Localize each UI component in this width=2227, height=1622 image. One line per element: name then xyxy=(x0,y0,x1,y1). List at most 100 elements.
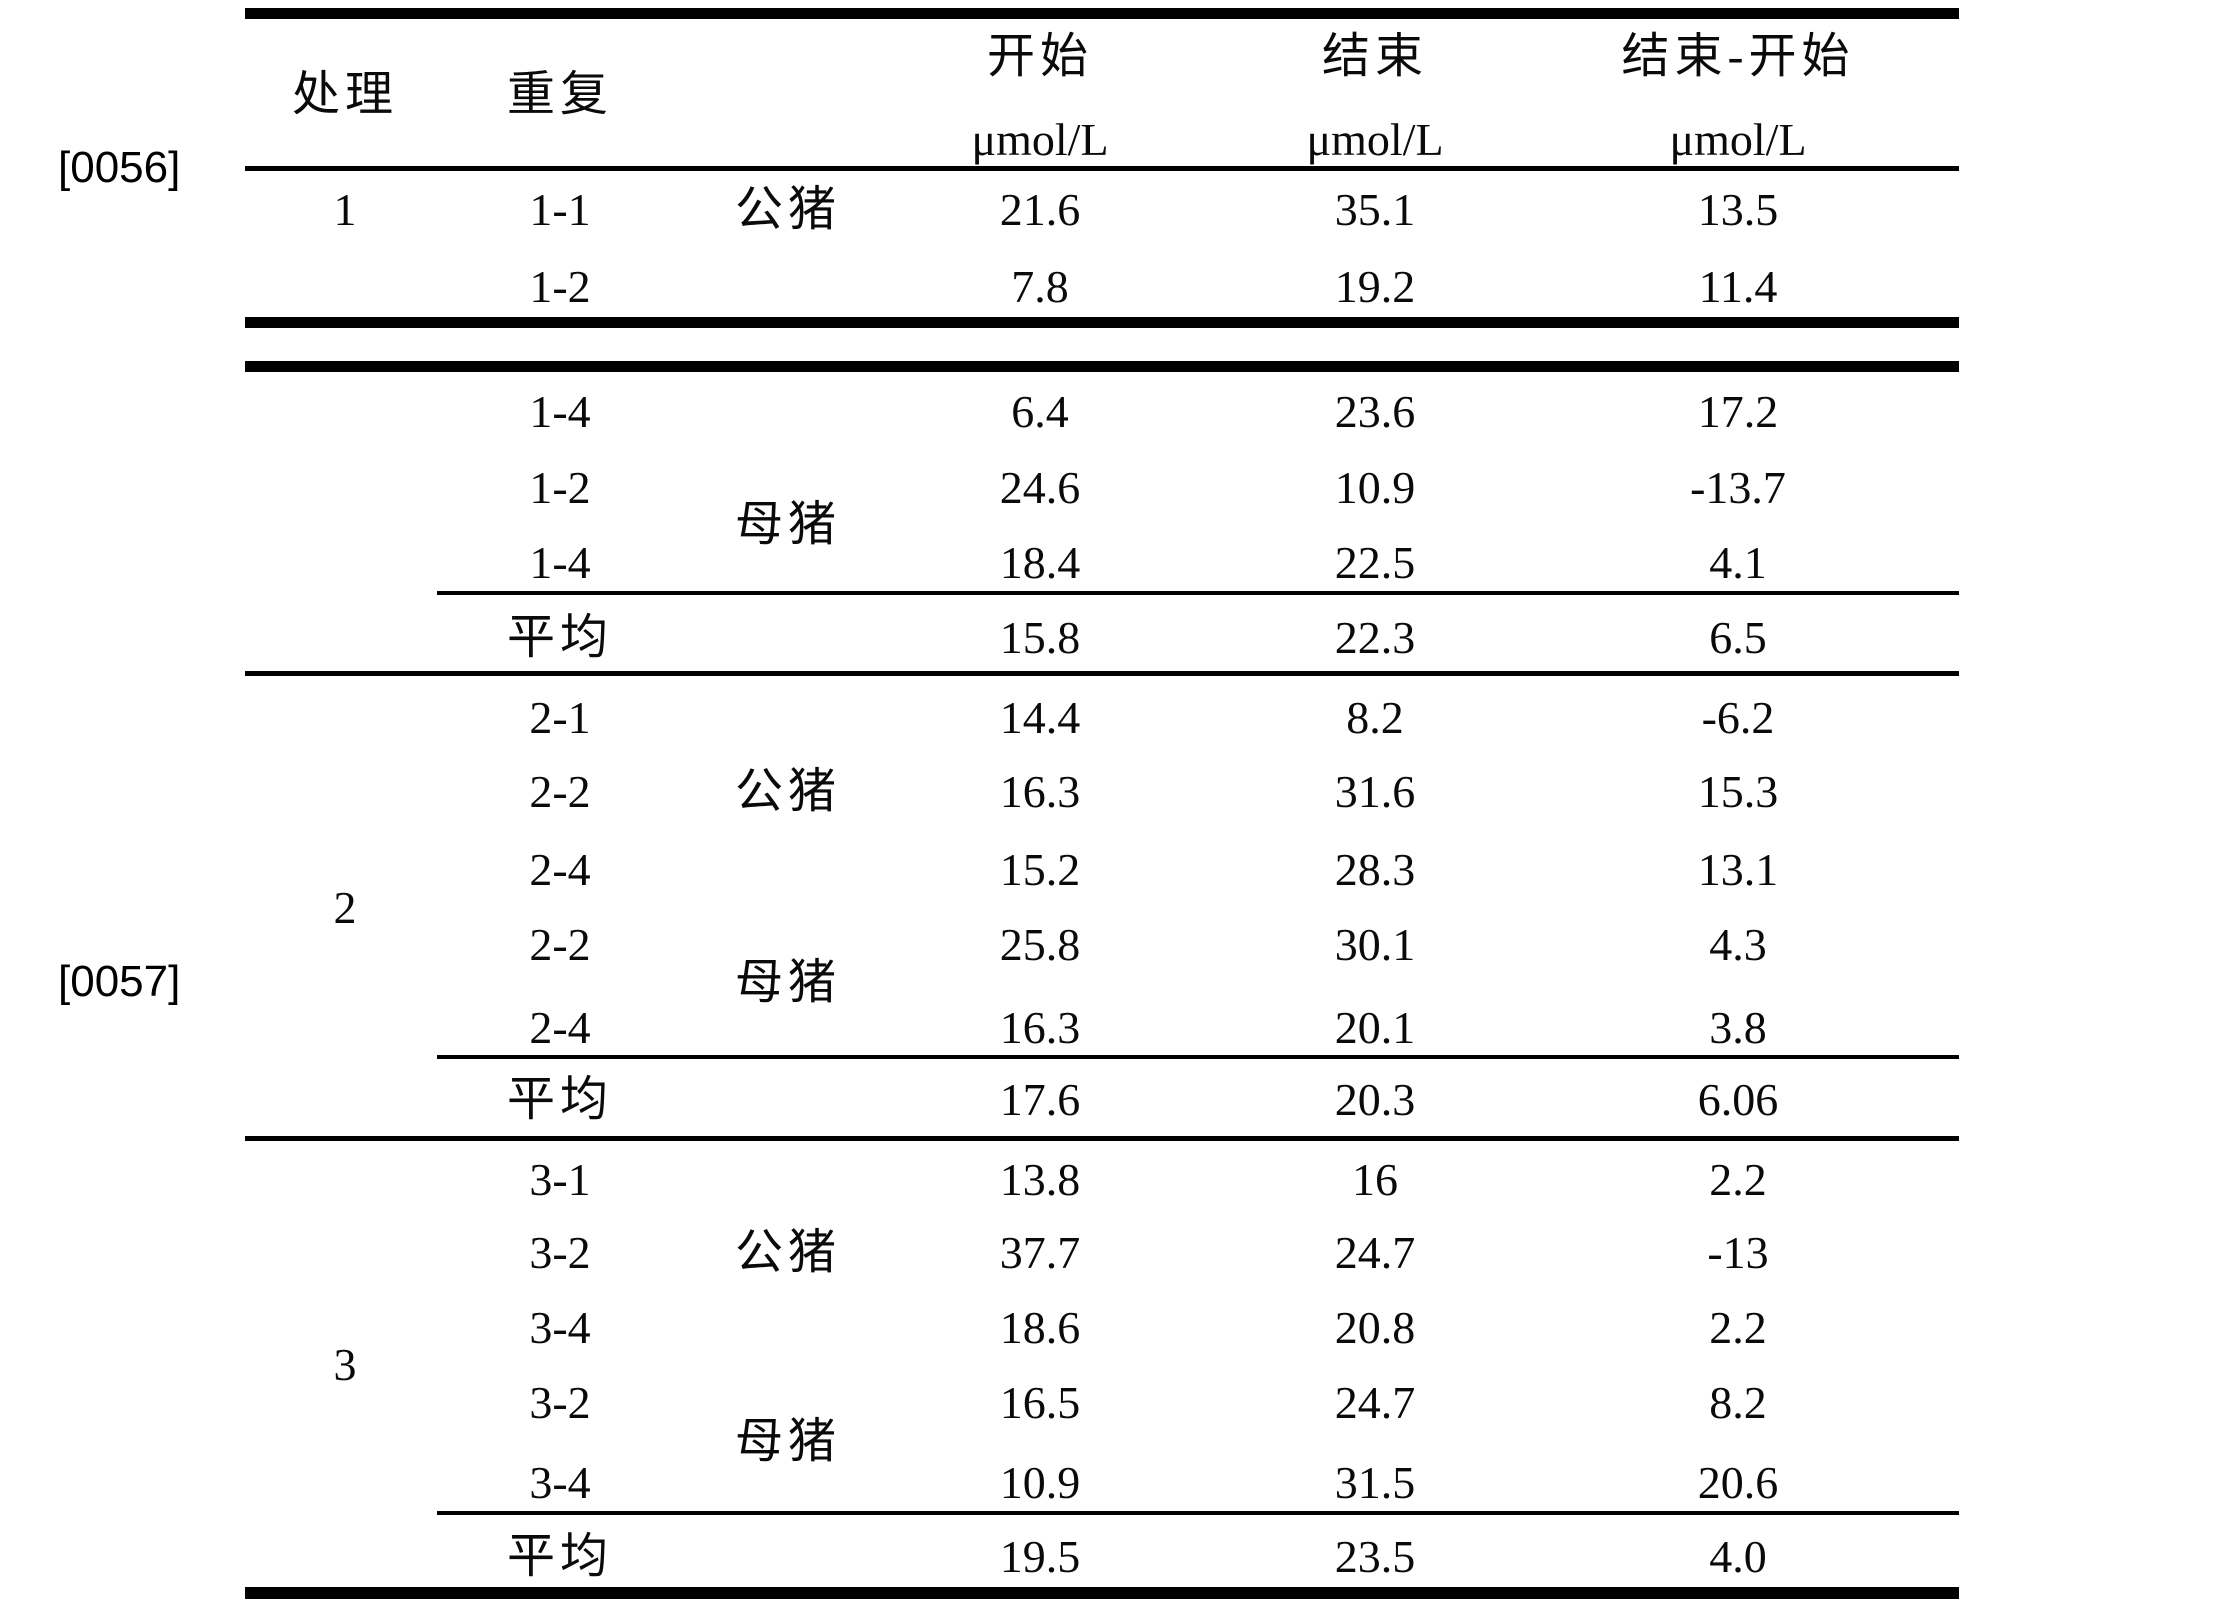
paragraph-number-0056: [0056] xyxy=(58,143,181,192)
diff-value: -13 xyxy=(1707,1227,1769,1278)
start-value: 13.8 xyxy=(999,1154,1081,1205)
end-value: 35.1 xyxy=(1334,184,1416,235)
sex-label-boar: 公猪 xyxy=(734,1226,841,1279)
mean2-overline xyxy=(437,1055,1959,1059)
diff-value: 4.3 xyxy=(1709,919,1767,970)
start-value: 37.7 xyxy=(999,1227,1081,1278)
section2-divider xyxy=(245,1136,1959,1141)
mean1-overline xyxy=(437,591,1959,595)
unit-label-diff: μmol/L xyxy=(1669,114,1807,165)
repeat-cell: 3-4 xyxy=(529,1457,591,1508)
table1-header-underline xyxy=(245,166,1959,171)
end-value: 24.7 xyxy=(1334,1377,1416,1428)
repeat-cell: 3-1 xyxy=(529,1154,591,1205)
end-value: 30.1 xyxy=(1334,919,1416,970)
mean-diff-value: 4.0 xyxy=(1709,1531,1767,1582)
end-value: 16 xyxy=(1352,1154,1398,1205)
diff-value: 2.2 xyxy=(1709,1302,1767,1353)
start-value: 15.2 xyxy=(999,844,1081,895)
start-value: 6.4 xyxy=(1011,386,1069,437)
start-value: 16.3 xyxy=(999,1002,1081,1053)
sex-label-sow: 母猪 xyxy=(734,1415,841,1468)
end-value: 20.1 xyxy=(1334,1002,1416,1053)
diff-value: 20.6 xyxy=(1697,1457,1779,1508)
end-value: 24.7 xyxy=(1334,1227,1416,1278)
col-header-end: 结束 xyxy=(1321,30,1428,83)
table2-top-border xyxy=(245,361,1959,372)
mean-label: 平均 xyxy=(506,611,613,664)
table2-bottom-border xyxy=(245,1587,1959,1599)
mean-start-value: 17.6 xyxy=(999,1074,1081,1125)
repeat-cell: 2-4 xyxy=(529,1002,591,1053)
diff-value: 2.2 xyxy=(1709,1154,1767,1205)
mean3-overline xyxy=(437,1511,1959,1515)
end-value: 22.5 xyxy=(1334,537,1416,588)
mean-diff-value: 6.5 xyxy=(1709,612,1767,663)
unit-label-start: μmol/L xyxy=(971,114,1109,165)
start-value: 7.8 xyxy=(1011,261,1069,312)
mean-label: 平均 xyxy=(506,1530,613,1583)
sex-label-sow: 母猪 xyxy=(734,956,841,1009)
repeat-cell: 1-2 xyxy=(529,261,591,312)
start-value: 25.8 xyxy=(999,919,1081,970)
diff-value: 13.1 xyxy=(1697,844,1779,895)
mean-end-value: 22.3 xyxy=(1334,612,1416,663)
diff-value: 3.8 xyxy=(1709,1002,1767,1053)
end-value: 20.8 xyxy=(1334,1302,1416,1353)
start-value: 16.3 xyxy=(999,766,1081,817)
end-value: 28.3 xyxy=(1334,844,1416,895)
repeat-cell: 3-2 xyxy=(529,1377,591,1428)
repeat-cell: 3-4 xyxy=(529,1302,591,1353)
end-value: 19.2 xyxy=(1334,261,1416,312)
treatment-label: 1 xyxy=(333,184,357,235)
diff-value: -6.2 xyxy=(1701,692,1775,743)
start-value: 14.4 xyxy=(999,692,1081,743)
col-header-repeat: 重复 xyxy=(506,68,613,121)
paragraph-number-0057: [0057] xyxy=(58,957,181,1006)
treatment-label: 2 xyxy=(333,882,357,933)
col-header-diff: 结束-开始 xyxy=(1621,30,1855,83)
mean-label: 平均 xyxy=(506,1073,613,1126)
diff-value: 17.2 xyxy=(1697,386,1779,437)
sex-label-boar: 公猪 xyxy=(734,183,841,236)
repeat-cell: 2-2 xyxy=(529,766,591,817)
end-value: 31.6 xyxy=(1334,766,1416,817)
mean-diff-value: 6.06 xyxy=(1697,1074,1779,1125)
diff-value: 8.2 xyxy=(1709,1377,1767,1428)
mean-end-value: 20.3 xyxy=(1334,1074,1416,1125)
repeat-cell: 3-2 xyxy=(529,1227,591,1278)
start-value: 24.6 xyxy=(999,462,1081,513)
col-header-treatment: 处理 xyxy=(291,68,398,121)
repeat-cell: 1-1 xyxy=(529,184,591,235)
end-value: 31.5 xyxy=(1334,1457,1416,1508)
start-value: 21.6 xyxy=(999,184,1081,235)
repeat-cell: 1-4 xyxy=(529,537,591,588)
sex-label-sow: 母猪 xyxy=(734,498,841,551)
treatment-label: 3 xyxy=(333,1339,357,1390)
start-value: 16.5 xyxy=(999,1377,1081,1428)
diff-value: 4.1 xyxy=(1709,537,1767,588)
repeat-cell: 1-2 xyxy=(529,462,591,513)
repeat-cell: 2-1 xyxy=(529,692,591,743)
start-value: 18.6 xyxy=(999,1302,1081,1353)
diff-value: 15.3 xyxy=(1697,766,1779,817)
repeat-cell: 2-4 xyxy=(529,844,591,895)
col-header-start: 开始 xyxy=(986,30,1093,83)
diff-value: 13.5 xyxy=(1697,184,1779,235)
end-value: 10.9 xyxy=(1334,462,1416,513)
diff-value: -13.7 xyxy=(1690,462,1786,513)
repeat-cell: 1-4 xyxy=(529,386,591,437)
repeat-cell: 2-2 xyxy=(529,919,591,970)
start-value: 10.9 xyxy=(999,1457,1081,1508)
section1-divider xyxy=(245,671,1959,676)
mean-start-value: 15.8 xyxy=(999,612,1081,663)
table1-bottom-border xyxy=(245,317,1959,328)
diff-value: 11.4 xyxy=(1698,261,1778,312)
mean-end-value: 23.5 xyxy=(1334,1531,1416,1582)
sex-label-boar: 公猪 xyxy=(734,765,841,818)
end-value: 23.6 xyxy=(1334,386,1416,437)
mean-start-value: 19.5 xyxy=(999,1531,1081,1582)
table1-top-border xyxy=(245,8,1959,19)
unit-label-end: μmol/L xyxy=(1306,114,1444,165)
